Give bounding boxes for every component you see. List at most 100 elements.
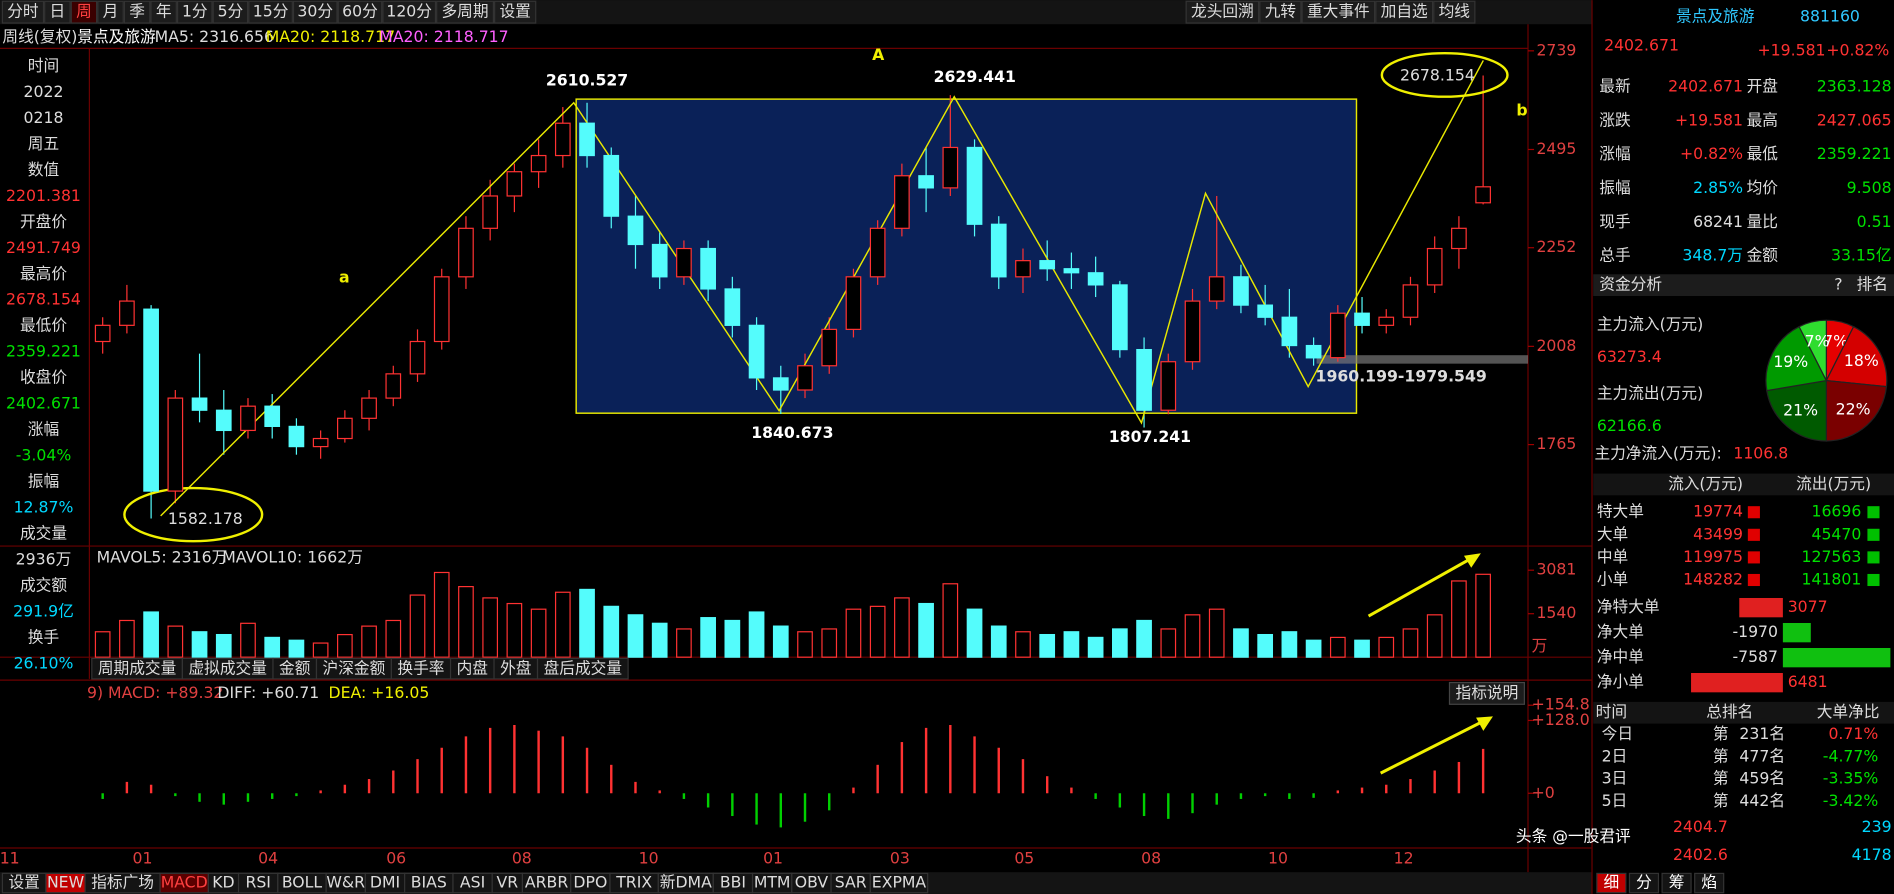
volume-tab-label[interactable]: 周期成交量: [98, 659, 176, 678]
info-text: MA20: 2118.717: [379, 27, 508, 46]
footer-tab-label[interactable]: 细: [1604, 873, 1620, 892]
volume-tab-label[interactable]: 金额: [279, 659, 311, 678]
bottom-tab-label[interactable]: BBI: [720, 873, 746, 892]
bottom-tab-label[interactable]: BIAS: [411, 873, 447, 892]
candle-body: [603, 154, 620, 217]
footer-tab-label[interactable]: 分: [1636, 873, 1652, 892]
bottom-tab-label[interactable]: DPO: [573, 873, 607, 892]
candle-body: [748, 324, 765, 379]
toolbar-button-label[interactable]: 设置: [499, 2, 530, 21]
volume-bar: [506, 602, 523, 658]
flow-swatch: [1747, 528, 1760, 541]
net-bar: [1782, 647, 1891, 668]
table-header-bg: [1593, 473, 1894, 496]
bottom-tab-label[interactable]: SAR: [835, 873, 867, 892]
y-tick-label: +0: [1532, 783, 1555, 802]
annotation: b: [1516, 101, 1527, 120]
toolbar-button-label[interactable]: 多周期: [442, 2, 489, 21]
toolbar-button-label[interactable]: 120分: [386, 2, 432, 21]
y-tick-label: 2495: [1536, 139, 1576, 158]
toolbar-button-label[interactable]: 周: [76, 2, 92, 21]
candle-body: [1378, 316, 1395, 326]
section-bar: [1593, 274, 1894, 297]
bottom-tab-label[interactable]: VR: [497, 873, 519, 892]
annotation: a: [339, 267, 350, 286]
flow-label: 中单: [1597, 547, 1628, 566]
net-bar: [1691, 672, 1783, 693]
candle-body: [918, 175, 934, 189]
y-tick-label: 2008: [1536, 336, 1576, 355]
highlight-ellipse: [123, 486, 264, 543]
macd-legend: DEA: +16.05: [329, 683, 430, 702]
footer-tab-label[interactable]: 筹: [1669, 873, 1685, 892]
toolbar-button-label[interactable]: 1分: [182, 2, 208, 21]
volume-tab-label[interactable]: 换手率: [397, 659, 444, 678]
volume-bar: [918, 602, 934, 658]
toolbar-button: [176, 0, 213, 24]
volume-tab-label[interactable]: 盘后成交量: [544, 659, 622, 678]
toolbar-button: [1185, 0, 1260, 24]
toolbar-button-label[interactable]: 龙头回溯: [1191, 2, 1254, 21]
arrow: [1379, 717, 1489, 775]
toolbar-button-label[interactable]: 30分: [297, 2, 333, 21]
net-value: -1970: [1732, 622, 1778, 641]
net-bar: [1782, 622, 1811, 643]
info-text: MA5: 2316.656: [155, 27, 274, 46]
toolbar-button-label[interactable]: 年: [156, 2, 172, 21]
x-tick-label: 05: [1014, 848, 1034, 867]
left-panel-item: 最低价: [20, 316, 67, 335]
toolbar-button-label[interactable]: 分时: [7, 2, 39, 21]
volume-tab-label[interactable]: 内盘: [457, 659, 488, 678]
toolbar-button-label[interactable]: 季: [129, 2, 145, 21]
bottom-tab-label[interactable]: 新DMA: [660, 873, 712, 892]
candle-body: [869, 227, 886, 278]
toolbar-button-label[interactable]: 加自选: [1381, 2, 1428, 21]
money-label: 主力流入(万元): [1597, 315, 1703, 334]
money-value: 62166.6: [1597, 416, 1662, 435]
bottom-tab-label[interactable]: TRIX: [615, 873, 652, 892]
bottom-tab-label[interactable]: ARBR: [525, 873, 568, 892]
volume-bar: [651, 622, 668, 658]
rank-period: 3日: [1602, 769, 1628, 788]
section-rank[interactable]: 排名: [1857, 275, 1888, 294]
bottom-tab-label[interactable]: W&R: [326, 873, 365, 892]
footer-tab-label[interactable]: 焰: [1701, 873, 1717, 892]
volume-tab-label[interactable]: 虚拟成交量: [188, 659, 266, 678]
volume-bar: [433, 571, 450, 658]
bottom-tab-label[interactable]: MACD: [161, 873, 208, 892]
left-panel-item: 数值: [28, 160, 60, 179]
toolbar-button-label[interactable]: 月: [103, 2, 119, 21]
volume-bar: [1112, 628, 1128, 658]
volume-tab-label[interactable]: 沪深金额: [323, 659, 386, 678]
footer-tab: [1661, 872, 1692, 894]
pie-slice: [1766, 379, 1827, 442]
toolbar-button-label[interactable]: 均线: [1439, 2, 1471, 21]
bottom-tab-label[interactable]: BOLL: [282, 873, 323, 892]
toolbar-button-label[interactable]: 重大事件: [1307, 2, 1370, 21]
bottom-tab-label[interactable]: MTM: [754, 873, 791, 892]
toolbar-button-label[interactable]: 日: [50, 2, 66, 21]
volume-bar: [797, 631, 813, 658]
info-text: 周线(复权): [2, 27, 77, 46]
toolbar-button-label[interactable]: 5分: [218, 2, 244, 21]
bottom-tab-label[interactable]: NEW: [47, 873, 84, 892]
rank-prefix: 第: [1713, 769, 1729, 788]
volume-bar: [1451, 580, 1467, 658]
bottom-tab-label[interactable]: DMI: [370, 873, 400, 892]
volume-tab-label[interactable]: 外盘: [500, 659, 531, 678]
bottom-tab-label[interactable]: 设置: [8, 873, 39, 892]
volume-bar: [1354, 639, 1370, 658]
toolbar-button-label[interactable]: 九转: [1265, 2, 1297, 21]
bottom-tab-label[interactable]: RSI: [245, 873, 271, 892]
toolbar-button-label[interactable]: 15分: [253, 2, 289, 21]
bottom-tab-label[interactable]: KD: [212, 873, 234, 892]
toolbar-button: [1, 0, 45, 24]
volume-bar: [1087, 636, 1104, 658]
bottom-tab-label[interactable]: 指标广场: [91, 873, 154, 892]
bottom-tab-label[interactable]: OBV: [795, 873, 829, 892]
toolbar-button-label[interactable]: 60分: [342, 2, 378, 21]
help-button-label[interactable]: 指标说明: [1456, 683, 1519, 702]
bottom-tab-label[interactable]: ASI: [460, 873, 485, 892]
quote-value: 9.508: [1847, 178, 1892, 197]
bottom-tab-label[interactable]: EXPMA: [872, 873, 927, 892]
